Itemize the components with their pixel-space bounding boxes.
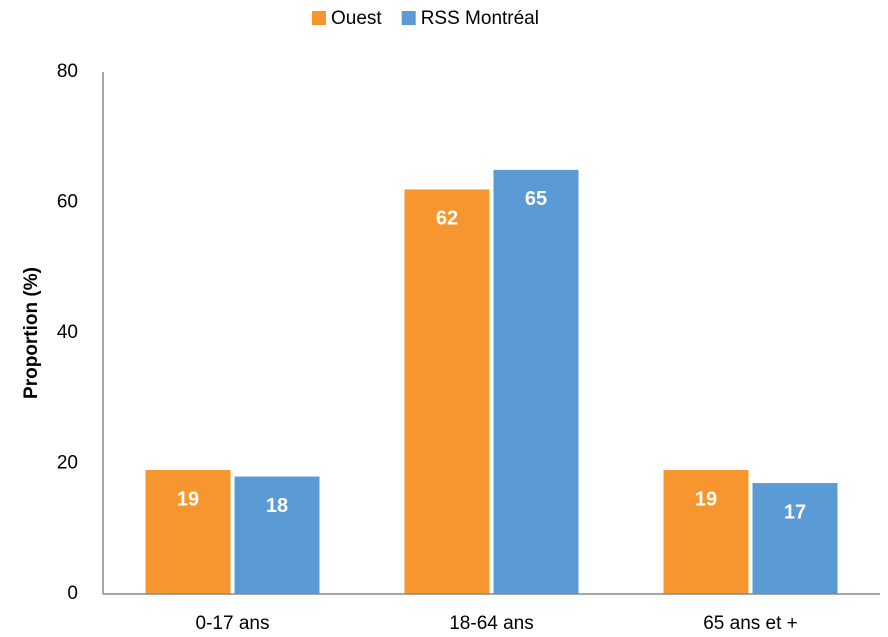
legend-label: RSS Montréal — [421, 8, 539, 29]
bar — [663, 470, 749, 594]
x-tick-label: 0-17 ans — [196, 613, 270, 634]
data-label: 62 — [436, 208, 458, 230]
data-label: 17 — [784, 501, 806, 523]
data-label: 19 — [695, 488, 717, 510]
x-tick-label: 65 ans et + — [703, 613, 798, 634]
x-tick-label: 18-64 ans — [449, 613, 534, 634]
data-label: 65 — [525, 188, 547, 210]
y-axis-label: Proportion (%) — [21, 267, 42, 399]
legend-swatch — [401, 11, 416, 25]
data-label: 18 — [266, 495, 288, 517]
bar — [145, 470, 231, 594]
y-tick-label: 80 — [57, 61, 78, 82]
bar — [234, 476, 320, 594]
y-tick-label: 60 — [57, 192, 78, 213]
data-label: 19 — [177, 488, 199, 510]
y-tick-label: 40 — [57, 322, 78, 343]
y-tick-label: 0 — [67, 583, 78, 604]
bar — [752, 483, 838, 594]
legend-swatch — [312, 11, 326, 25]
bar — [404, 189, 490, 594]
y-tick-label: 20 — [57, 453, 78, 474]
legend-label: Ouest — [331, 8, 382, 29]
bar — [493, 169, 579, 594]
